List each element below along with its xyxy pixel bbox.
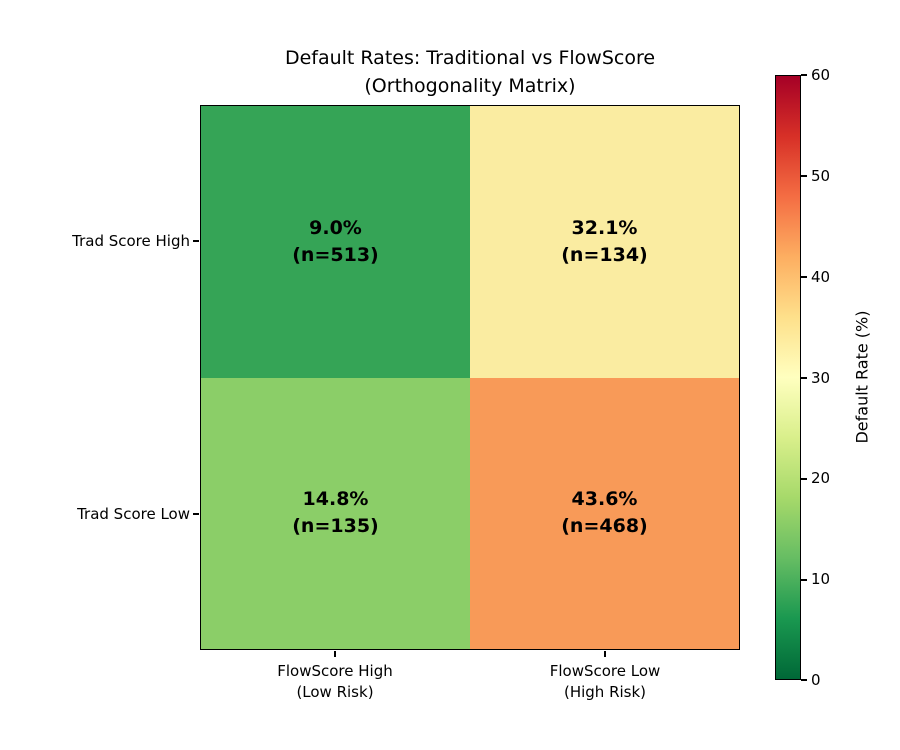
x-tick-label-line1: FlowScore High <box>277 662 393 680</box>
colorbar-tick <box>801 679 807 681</box>
colorbar-axis-label: Default Rate (%) <box>852 310 872 444</box>
heatmap-cell-bottom-right: 43.6% (n=468) <box>470 377 739 649</box>
cell-rate: 32.1% <box>571 216 638 239</box>
x-tick-label-flowscore-low: FlowScore Low (High Risk) <box>475 661 735 703</box>
y-tick-label-high: Trad Score High <box>72 232 190 250</box>
x-tick-label-line1: FlowScore Low <box>549 662 661 680</box>
colorbar-tick-label: 60 <box>811 66 831 84</box>
heatmap-cell-top-left: 9.0% (n=513) <box>201 106 470 378</box>
colorbar-tick-label: 10 <box>811 570 831 588</box>
colorbar-tick <box>801 478 807 480</box>
x-tick-label-flowscore-high: FlowScore High (Low Risk) <box>205 661 465 703</box>
chart-title: Default Rates: Traditional vs FlowScore … <box>200 44 740 100</box>
cell-count: (n=468) <box>561 515 648 538</box>
heatmap-cell-bottom-left: 14.8% (n=135) <box>201 377 470 649</box>
colorbar-tick-label: 40 <box>811 268 831 286</box>
colorbar-tick-label: 50 <box>811 167 831 185</box>
cell-rate: 43.6% <box>571 488 638 511</box>
colorbar-tick <box>801 74 807 76</box>
heatmap-cell-top-right: 32.1% (n=134) <box>470 106 739 378</box>
x-tick-label-line2: (High Risk) <box>563 683 647 701</box>
cell-rate: 14.8% <box>302 488 369 511</box>
colorbar-tick-label: 20 <box>811 469 831 487</box>
colorbar-tick <box>801 175 807 177</box>
colorbar <box>775 75 801 680</box>
cell-count: (n=513) <box>292 243 379 266</box>
colorbar-tick-label: 30 <box>811 369 831 387</box>
colorbar-tick <box>801 276 807 278</box>
x-axis-tick <box>604 651 606 657</box>
y-tick-label-low: Trad Score Low <box>77 505 190 523</box>
cell-count: (n=134) <box>561 243 648 266</box>
y-axis-tick <box>193 240 199 242</box>
y-axis-tick <box>193 513 199 515</box>
cell-count: (n=135) <box>292 515 379 538</box>
heatmap: 9.0% (n=513) 32.1% (n=134) 14.8% (n=135)… <box>200 105 740 650</box>
colorbar-tick <box>801 377 807 379</box>
cell-rate: 9.0% <box>309 216 362 239</box>
chart-title-line2: (Orthogonality Matrix) <box>364 75 576 97</box>
colorbar-tick <box>801 579 807 581</box>
chart-title-line1: Default Rates: Traditional vs FlowScore <box>284 47 656 69</box>
x-tick-label-line2: (Low Risk) <box>296 683 374 701</box>
x-axis-tick <box>334 651 336 657</box>
colorbar-tick-label: 0 <box>811 671 821 689</box>
colorbar-gradient <box>776 76 800 679</box>
